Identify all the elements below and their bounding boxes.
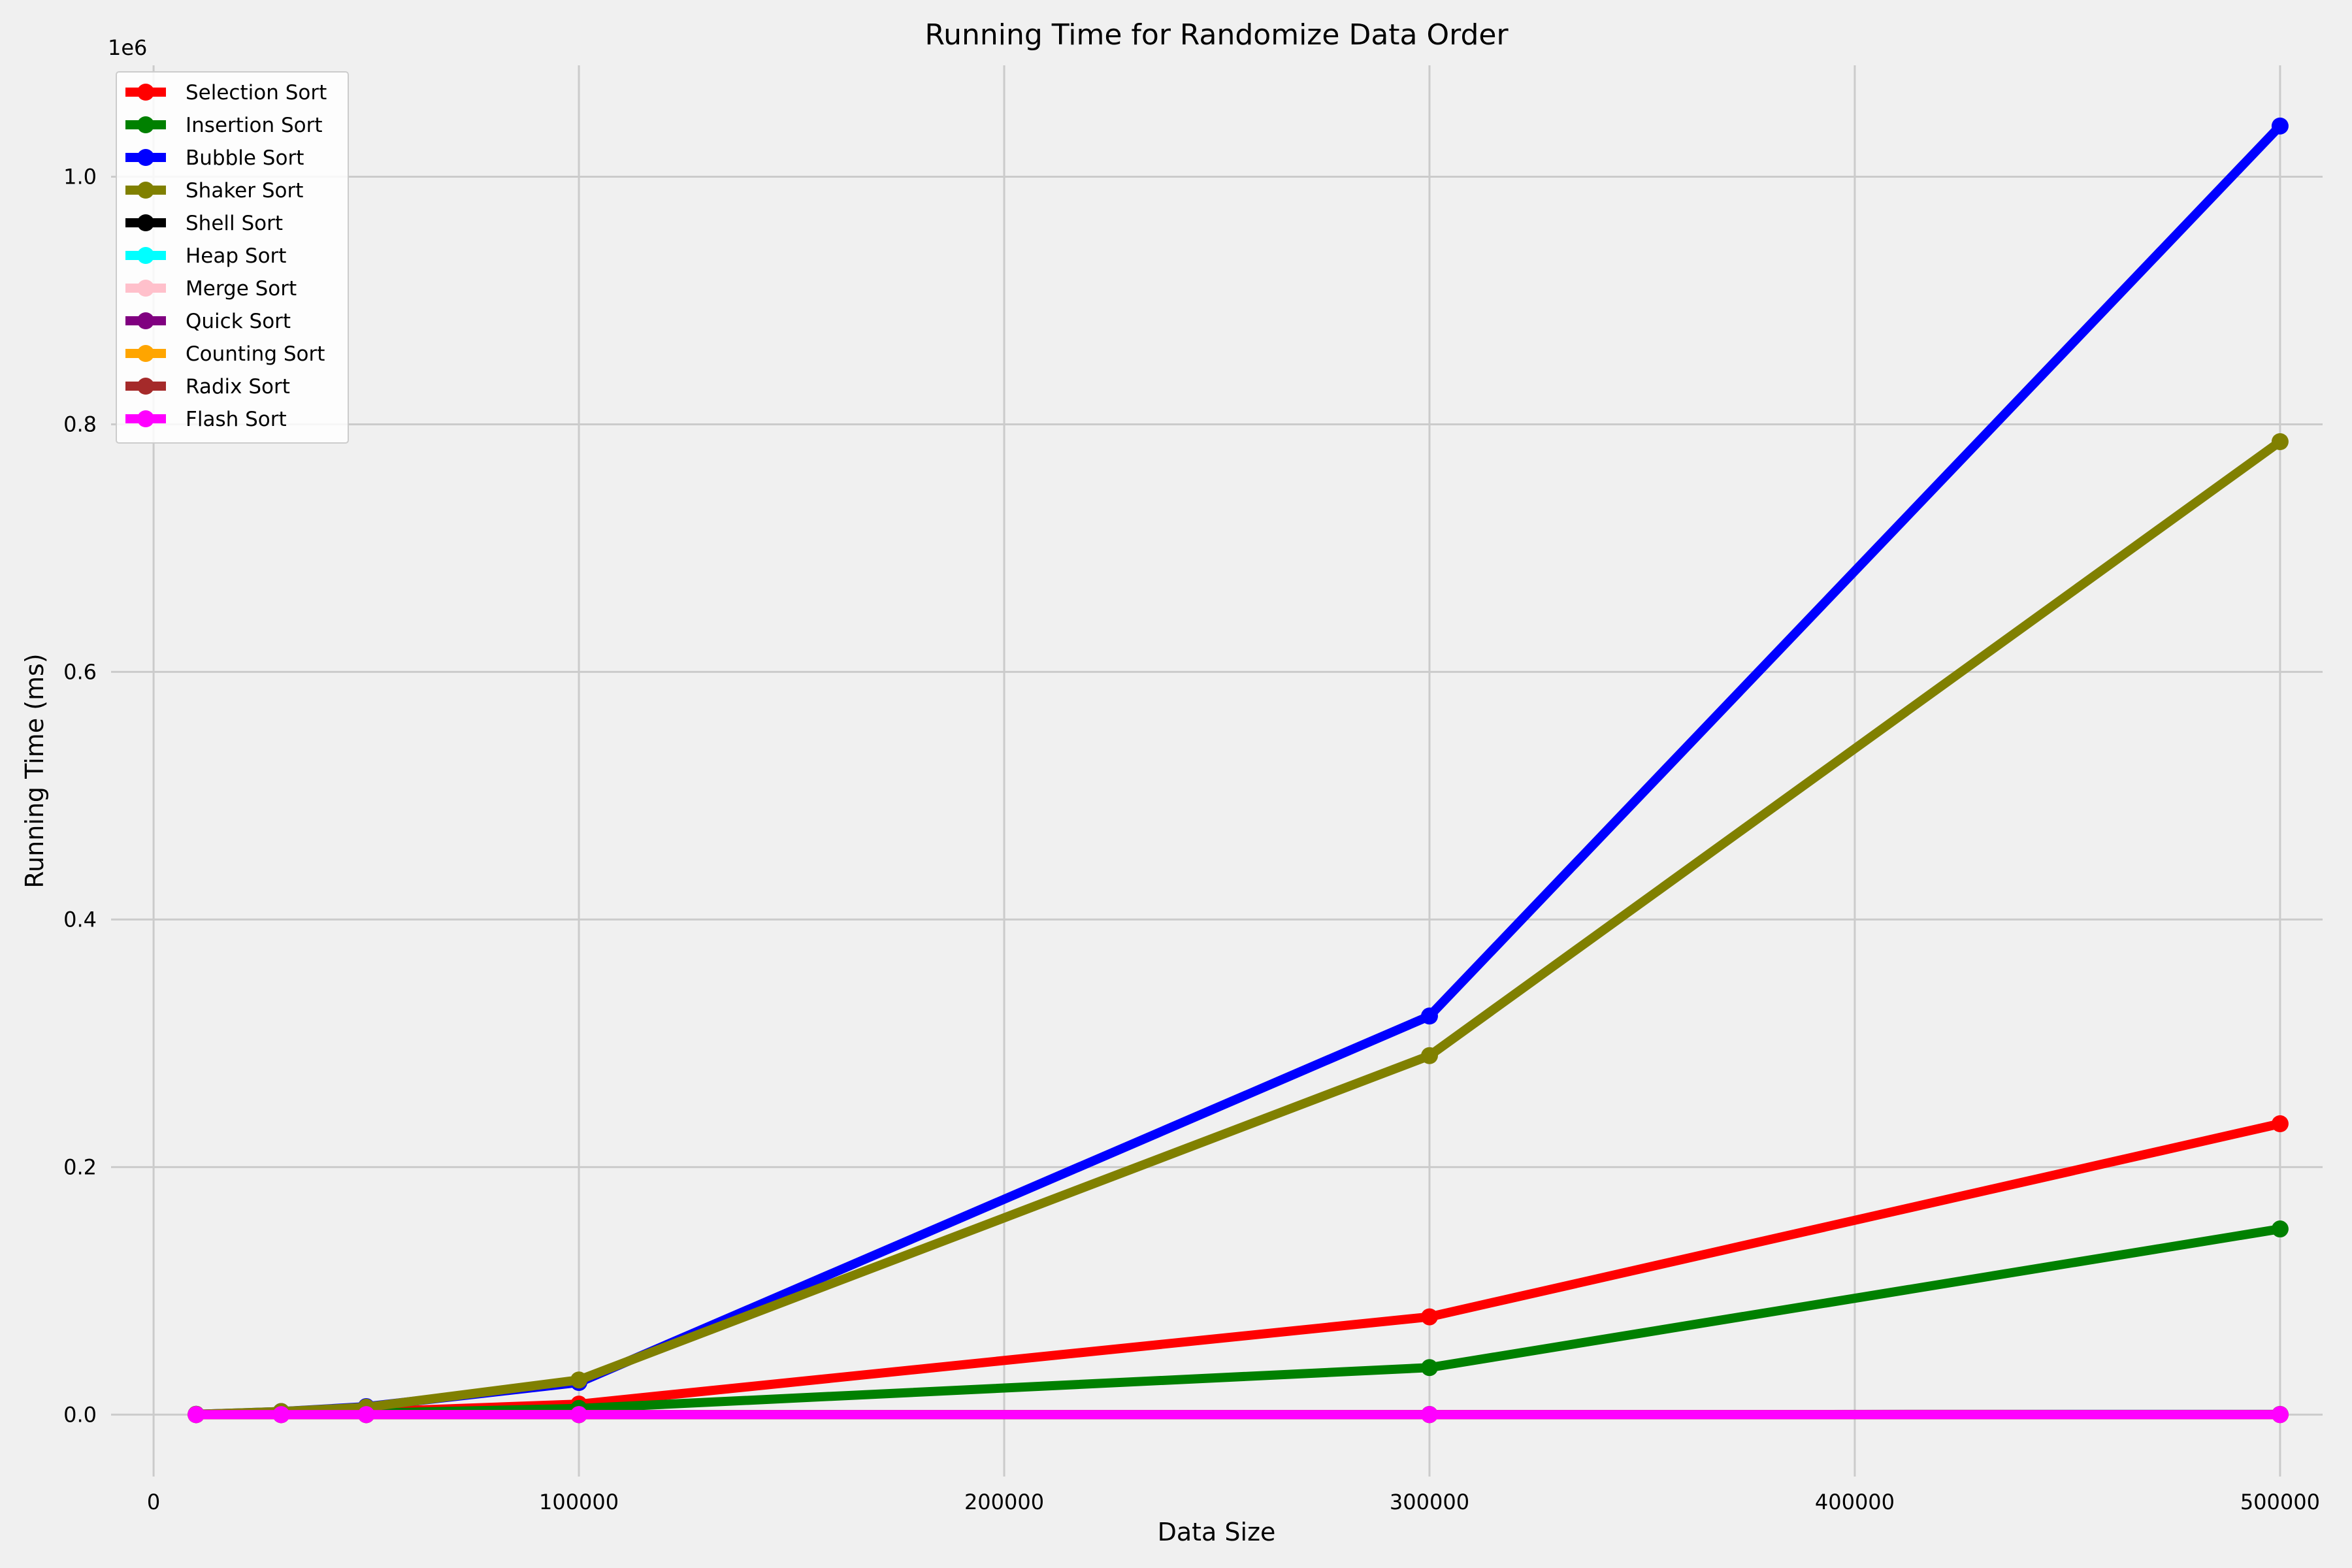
legend-label-merge-sort: Merge Sort	[186, 277, 297, 301]
data-point-shaker-sort	[2271, 433, 2289, 450]
data-point-selection-sort	[2271, 1115, 2289, 1132]
plot-background	[111, 65, 2323, 1477]
data-point-insertion-sort	[2271, 1220, 2289, 1238]
legend-label-radix-sort: Radix Sort	[186, 375, 290, 399]
legend-swatch-marker-insertion-sort	[137, 116, 154, 133]
series-layer	[188, 117, 2289, 1424]
data-point-flash-sort	[2271, 1406, 2289, 1424]
x-tick-label: 200000	[964, 1490, 1044, 1514]
legend-swatch-marker-heap-sort	[137, 247, 154, 264]
axes: 0 100000 200000 300000 400000 500000 0.0 0.2 0.4…	[63, 165, 2320, 1514]
y-tick-label: 0.0	[63, 1402, 97, 1427]
x-tick-label: 100000	[539, 1490, 619, 1514]
data-point-flash-sort	[357, 1406, 375, 1424]
series-flash-sort	[188, 1406, 2289, 1424]
y-scale-label: 1e6	[108, 35, 147, 60]
legend-box	[116, 71, 349, 444]
legend-swatch-marker-selection-sort	[137, 84, 154, 101]
legend-label-insertion-sort: Insertion Sort	[186, 114, 323, 137]
legend-swatch-marker-quick-sort	[137, 312, 154, 329]
legend-swatch-marker-merge-sort	[137, 280, 154, 297]
data-point-bubble-sort	[2271, 117, 2289, 135]
x-tick-label: 300000	[1390, 1490, 1469, 1514]
data-point-flash-sort	[188, 1406, 205, 1424]
legend-label-shaker-sort: Shaker Sort	[186, 179, 303, 203]
data-point-flash-sort	[570, 1406, 588, 1424]
legend-label-counting-sort: Counting Sort	[186, 342, 325, 366]
y-tick-label: 0.2	[63, 1154, 97, 1179]
chart-title: Running Time for Randomize Data Order	[924, 18, 1509, 52]
y-axis-label: Running Time (ms)	[20, 653, 49, 888]
legend-swatch-marker-shell-sort	[137, 214, 154, 231]
data-point-insertion-sort	[1420, 1359, 1438, 1377]
data-point-shaker-sort	[570, 1371, 588, 1389]
legend-label-flash-sort: Flash Sort	[186, 408, 287, 431]
legend: Selection Sort Insertion Sort Bubble Sort S…	[116, 71, 349, 444]
legend-swatch-marker-radix-sort	[137, 378, 154, 395]
legend-swatch-marker-bubble-sort	[137, 149, 154, 166]
x-axis-label: Data Size	[1158, 1518, 1276, 1546]
x-tick-label: 0	[147, 1490, 160, 1514]
legend-swatch-marker-flash-sort	[137, 410, 154, 427]
y-tick-label: 0.8	[63, 412, 97, 436]
x-tick-label: 400000	[1815, 1490, 1895, 1514]
legend-swatch-marker-counting-sort	[137, 345, 154, 362]
legend-label-quick-sort: Quick Sort	[186, 310, 291, 333]
legend-label-selection-sort: Selection Sort	[186, 81, 327, 105]
legend-label-heap-sort: Heap Sort	[186, 244, 286, 268]
y-tick-label: 0.4	[63, 907, 97, 932]
data-point-shaker-sort	[1420, 1047, 1438, 1064]
data-point-bubble-sort	[1420, 1007, 1438, 1025]
data-point-flash-sort	[272, 1406, 290, 1424]
data-point-selection-sort	[1420, 1308, 1438, 1326]
x-tick-label: 500000	[2240, 1490, 2320, 1514]
y-tick-label: 0.6	[63, 659, 97, 684]
legend-label-shell-sort: Shell Sort	[186, 212, 283, 235]
data-point-flash-sort	[1420, 1406, 1438, 1424]
y-tick-label: 1.0	[63, 165, 97, 189]
legend-label-bubble-sort: Bubble Sort	[186, 146, 304, 170]
legend-swatch-marker-shaker-sort	[137, 182, 154, 199]
